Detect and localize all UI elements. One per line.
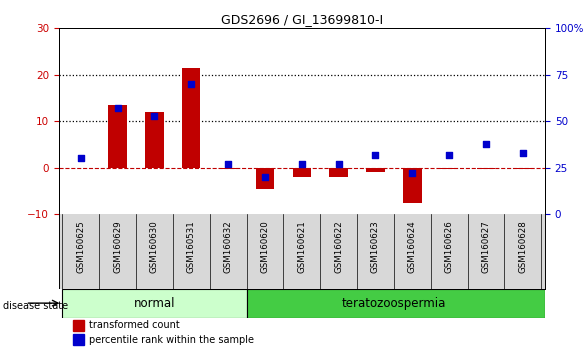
Bar [108,105,127,168]
Text: percentile rank within the sample: percentile rank within the sample [88,335,254,345]
Text: teratozoospermia: teratozoospermia [342,297,446,310]
Point [260,174,270,180]
Point [334,161,343,167]
Text: GSM160628: GSM160628 [519,220,527,273]
Text: GSM160627: GSM160627 [482,220,490,273]
Text: GSM160621: GSM160621 [297,220,306,273]
Text: GSM160625: GSM160625 [76,220,85,273]
Bar [182,68,200,168]
Title: GDS2696 / GI_13699810-I: GDS2696 / GI_13699810-I [221,13,383,26]
Point [445,152,454,158]
Point [481,141,490,146]
Bar [255,168,274,189]
Bar [292,168,311,177]
Bar [329,168,348,177]
Bar [403,168,421,202]
Point [408,170,417,176]
Text: GSM160620: GSM160620 [260,220,270,273]
Bar [145,112,163,168]
Text: normal: normal [134,297,175,310]
Point [223,161,233,167]
Point [186,81,196,87]
Text: GSM160624: GSM160624 [408,220,417,273]
Text: GSM160622: GSM160622 [334,220,343,273]
Bar [514,168,532,169]
Text: GSM160632: GSM160632 [224,220,233,273]
Text: transformed count: transformed count [88,320,179,330]
Bar [73,320,84,331]
Text: GSM160623: GSM160623 [371,220,380,273]
Bar [440,168,458,169]
Bar [62,289,247,318]
Bar [219,168,237,169]
Point [297,161,306,167]
Point [113,105,122,111]
Bar [73,335,84,346]
Point [371,152,380,158]
Text: GSM160531: GSM160531 [187,220,196,273]
Text: GSM160630: GSM160630 [150,220,159,273]
Point [76,156,86,161]
Text: GSM160629: GSM160629 [113,220,122,273]
Point [518,150,527,156]
Bar [366,168,384,172]
Text: disease state: disease state [3,301,68,311]
Text: GSM160626: GSM160626 [445,220,454,273]
Bar [477,168,495,169]
Point [149,113,159,119]
Bar [247,289,545,318]
